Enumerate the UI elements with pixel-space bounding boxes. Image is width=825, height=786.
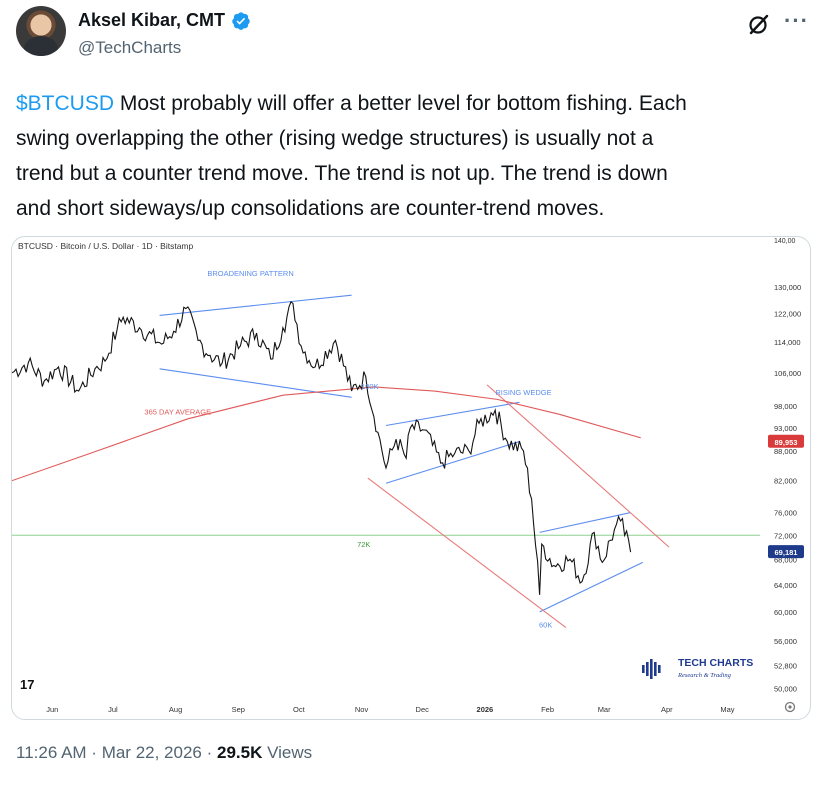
avatar[interactable] — [16, 6, 66, 56]
trendline-broadening-upper — [159, 294, 352, 317]
more-options-icon[interactable]: ··· — [784, 8, 809, 33]
series-365-day-average — [12, 386, 641, 482]
tweet-line-1: Most probably will offer a better level … — [114, 92, 687, 115]
price-tag-ma — [768, 434, 804, 448]
tweet-line-3: trend but a counter trend move. The tren… — [16, 162, 668, 185]
y-tick-label: 82,000 — [774, 477, 797, 486]
trendline-down-channel-lower — [367, 477, 567, 629]
y-tick-label: 93,000 — [774, 424, 797, 433]
series-btcusd-price — [12, 300, 632, 595]
price-chart: BTCUSD · Bitcoin / U.S. Dollar · 1D · Bi… — [12, 238, 804, 714]
verified-badge-icon — [232, 11, 250, 30]
tech-charts-logo-icon — [642, 665, 645, 673]
brand-name: TECH CHARTS — [678, 657, 753, 669]
annotation-72k: 72K — [357, 540, 370, 549]
chart-title: BTCUSD · Bitcoin / U.S. Dollar · 1D · Bi… — [18, 241, 194, 251]
y-tick-label: 98,000 — [774, 402, 797, 411]
x-tick-label: Jun — [46, 705, 58, 714]
trendline-down-channel-upper — [486, 384, 670, 548]
author-name-row[interactable]: Aksel Kibar, CMT — [78, 10, 251, 31]
y-tick-label: 122,000 — [774, 310, 801, 319]
tech-charts-logo-icon — [646, 662, 649, 676]
x-tick-label: 2026 — [477, 705, 494, 714]
y-tick-label: 88,000 — [774, 447, 797, 456]
x-tick-label: Aug — [169, 705, 182, 714]
y-tick-label: 114,000 — [774, 338, 801, 347]
x-tick-label: Apr — [661, 705, 673, 714]
grok-icon[interactable] — [747, 12, 771, 36]
view-count: 29.5K — [216, 743, 263, 762]
tweet-text: $BTCUSD Most probably will offer a bette… — [16, 86, 816, 226]
x-tick-label: Jul — [108, 705, 118, 714]
chart-settings-icon — [784, 701, 796, 713]
y-tick-label: 50,000 — [774, 685, 797, 694]
trendline-feb-wedge-lower — [539, 561, 643, 613]
author-handle[interactable]: @TechCharts — [78, 38, 182, 57]
x-tick-label: Oct — [293, 705, 306, 714]
annotation-100k: 100K — [361, 382, 379, 391]
tech-charts-logo-icon — [654, 662, 657, 676]
author-name[interactable]: Aksel Kibar, CMT — [78, 10, 226, 30]
trendline-broadening-lower — [159, 368, 352, 398]
tweet-line-2: swing overlapping the other (rising wedg… — [16, 127, 654, 150]
y-tick-label: 64,000 — [774, 581, 797, 590]
tweet-line-4: and short sideways/up consolidations are… — [16, 197, 605, 220]
cashtag-link[interactable]: $BTCUSD — [16, 92, 115, 115]
trendline-feb-wedge-upper — [539, 512, 631, 533]
y-tick-label: 72,000 — [774, 531, 797, 540]
meta-separator: · — [201, 743, 217, 762]
chart-settings-icon-center — [788, 705, 792, 709]
tech-charts-logo-icon — [658, 665, 661, 673]
y-tick-label-partial: 140,00 — [774, 238, 796, 245]
views-label: Views — [262, 743, 313, 762]
annotation-broadening-pattern: BROADENING PATTERN — [207, 269, 293, 278]
y-tick-label: 68,000 — [774, 555, 797, 564]
annotation-60k: 60K — [539, 621, 552, 630]
annotation-rising-wedge: RISING WEDGE — [495, 388, 551, 397]
meta-separator: · — [86, 743, 102, 762]
tech-charts-logo-icon — [650, 659, 653, 679]
x-tick-label: Mar — [598, 705, 611, 714]
chart-image[interactable]: BTCUSD · Bitcoin / U.S. Dollar · 1D · Bi… — [11, 236, 811, 720]
y-tick-label: 106,000 — [774, 369, 801, 378]
x-tick-label: Feb — [541, 705, 554, 714]
tweet-meta: 11:26 AM · Mar 22, 2026 · 29.5K Views — [16, 743, 312, 763]
tweet-time[interactable]: 11:26 AM — [16, 743, 87, 762]
y-tick-label: 56,000 — [774, 637, 797, 646]
x-tick-label: May — [720, 705, 734, 714]
tradingview-logo-icon: 17 — [20, 677, 34, 692]
y-tick-label: 60,000 — [774, 608, 797, 617]
trendline-rising-wedge-lower — [385, 441, 520, 484]
price-tag-label-ma: 89,953 — [775, 438, 798, 447]
x-tick-label: Sep — [232, 705, 245, 714]
x-tick-label: Nov — [355, 705, 369, 714]
y-tick-label: 52,800 — [774, 662, 797, 671]
price-tag-label-current: 69,181 — [775, 548, 798, 557]
brand-tagline: Research & Trading — [677, 672, 732, 679]
trendline-rising-wedge-upper — [385, 401, 520, 427]
y-tick-label: 130,000 — [774, 283, 801, 292]
x-tick-label: Dec — [416, 705, 430, 714]
price-tag-current — [768, 545, 804, 559]
tweet-date[interactable]: Mar 22, 2026 — [101, 743, 202, 762]
annotation-365-day-average: 365 DAY AVERAGE — [144, 407, 211, 416]
y-tick-label: 76,000 — [774, 509, 797, 518]
